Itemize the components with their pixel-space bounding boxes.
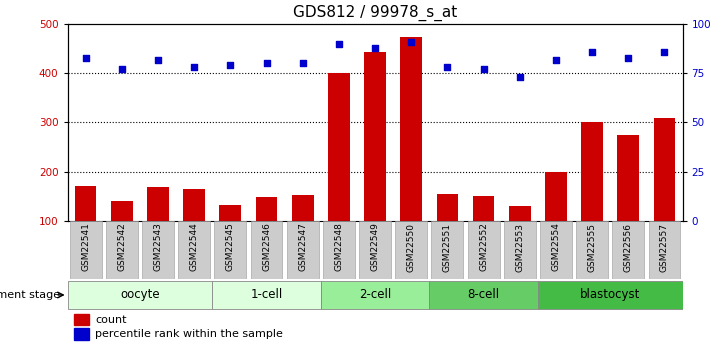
Title: GDS812 / 99978_s_at: GDS812 / 99978_s_at — [293, 5, 457, 21]
Text: count: count — [95, 315, 127, 325]
Point — [152, 57, 164, 62]
Point — [405, 39, 417, 45]
FancyBboxPatch shape — [540, 221, 572, 279]
FancyBboxPatch shape — [504, 221, 535, 279]
FancyBboxPatch shape — [612, 221, 644, 279]
FancyBboxPatch shape — [648, 221, 680, 279]
FancyBboxPatch shape — [70, 221, 102, 279]
Text: GSM22557: GSM22557 — [660, 223, 669, 272]
FancyBboxPatch shape — [68, 281, 213, 309]
Point — [587, 49, 598, 55]
FancyBboxPatch shape — [323, 221, 355, 279]
FancyBboxPatch shape — [213, 281, 321, 309]
FancyBboxPatch shape — [359, 221, 391, 279]
Bar — [147, 187, 169, 221]
Text: 8-cell: 8-cell — [468, 288, 500, 302]
FancyBboxPatch shape — [321, 281, 429, 309]
Bar — [220, 205, 241, 221]
FancyBboxPatch shape — [250, 221, 282, 279]
Text: 1-cell: 1-cell — [250, 288, 283, 302]
Text: GSM22547: GSM22547 — [298, 223, 307, 272]
Bar — [74, 314, 89, 325]
Bar — [292, 195, 314, 221]
Point — [225, 63, 236, 68]
Bar — [74, 328, 89, 340]
FancyBboxPatch shape — [106, 221, 138, 279]
Text: blastocyst: blastocyst — [580, 288, 641, 302]
Text: oocyte: oocyte — [120, 288, 160, 302]
Text: GSM22541: GSM22541 — [81, 223, 90, 272]
FancyBboxPatch shape — [468, 221, 500, 279]
Text: GSM22542: GSM22542 — [117, 223, 127, 271]
FancyBboxPatch shape — [538, 281, 683, 309]
Point — [261, 61, 272, 66]
Point — [333, 41, 345, 47]
Point — [116, 67, 127, 72]
FancyBboxPatch shape — [432, 221, 464, 279]
Text: GSM22546: GSM22546 — [262, 223, 271, 272]
Bar — [617, 135, 639, 221]
FancyBboxPatch shape — [178, 221, 210, 279]
FancyBboxPatch shape — [215, 221, 246, 279]
Text: GSM22556: GSM22556 — [624, 223, 633, 272]
Bar — [473, 196, 494, 221]
Point — [297, 61, 309, 66]
Point — [188, 65, 200, 70]
FancyBboxPatch shape — [142, 221, 174, 279]
Bar — [653, 118, 675, 221]
Bar — [364, 52, 386, 221]
Point — [659, 49, 670, 55]
Text: GSM22549: GSM22549 — [370, 223, 380, 272]
FancyBboxPatch shape — [429, 281, 538, 309]
Text: percentile rank within the sample: percentile rank within the sample — [95, 329, 283, 339]
Text: GSM22544: GSM22544 — [190, 223, 198, 271]
Bar — [328, 73, 350, 221]
Text: GSM22553: GSM22553 — [515, 223, 524, 272]
Text: GSM22548: GSM22548 — [334, 223, 343, 272]
Text: GSM22543: GSM22543 — [154, 223, 163, 272]
Point — [478, 67, 489, 72]
Bar — [256, 197, 277, 221]
Point — [80, 55, 91, 60]
Text: GSM22550: GSM22550 — [407, 223, 416, 272]
Bar — [111, 201, 133, 221]
Bar — [437, 194, 459, 221]
Text: 2-cell: 2-cell — [359, 288, 391, 302]
Text: GSM22545: GSM22545 — [226, 223, 235, 272]
Point — [514, 75, 525, 80]
Bar — [75, 186, 97, 221]
Point — [442, 65, 453, 70]
Text: GSM22552: GSM22552 — [479, 223, 488, 272]
Text: GSM22554: GSM22554 — [552, 223, 560, 272]
Bar — [509, 206, 530, 221]
Bar — [400, 37, 422, 221]
Point — [550, 57, 562, 62]
Bar — [183, 189, 205, 221]
Point — [370, 45, 381, 50]
Text: GSM22555: GSM22555 — [587, 223, 597, 272]
Point — [623, 55, 634, 60]
FancyBboxPatch shape — [395, 221, 427, 279]
Text: development stage: development stage — [0, 290, 60, 300]
FancyBboxPatch shape — [576, 221, 608, 279]
Bar — [582, 122, 603, 221]
Text: GSM22551: GSM22551 — [443, 223, 452, 272]
FancyBboxPatch shape — [287, 221, 319, 279]
Bar — [545, 171, 567, 221]
